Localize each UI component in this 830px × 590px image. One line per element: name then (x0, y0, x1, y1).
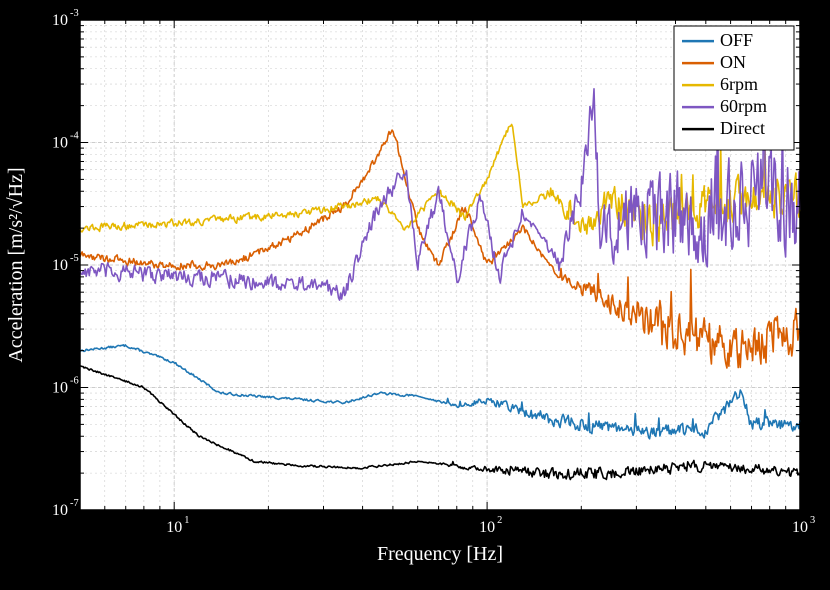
svg-text:-5: -5 (70, 253, 79, 264)
svg-text:3: 3 (810, 515, 815, 526)
legend-item-6rpm: 6rpm (720, 74, 758, 94)
svg-text:-3: -3 (70, 8, 79, 19)
svg-text:-7: -7 (70, 498, 79, 509)
svg-text:10: 10 (52, 257, 68, 274)
svg-text:10: 10 (479, 519, 495, 536)
svg-text:10: 10 (52, 135, 68, 152)
svg-text:-6: -6 (70, 376, 79, 387)
legend-item-OFF: OFF (720, 30, 753, 50)
svg-text:10: 10 (52, 380, 68, 397)
legend-item-60rpm: 60rpm (720, 96, 767, 116)
x-axis-label: Frequency [Hz] (377, 543, 503, 565)
svg-text:1: 1 (184, 515, 189, 526)
legend-item-ON: ON (720, 52, 746, 72)
svg-text:10: 10 (792, 519, 808, 536)
legend: OFFON6rpm60rpmDirect (674, 26, 794, 150)
svg-text:10: 10 (52, 502, 68, 519)
svg-text:-4: -4 (70, 131, 79, 142)
svg-text:2: 2 (497, 515, 502, 526)
svg-text:10: 10 (52, 12, 68, 29)
svg-text:10: 10 (166, 519, 182, 536)
chart-svg: 10110210310-710-610-510-410-3Frequency [… (0, 0, 830, 590)
legend-item-Direct: Direct (720, 118, 765, 138)
spectrum-chart: 10110210310-710-610-510-410-3Frequency [… (0, 0, 830, 590)
y-axis-label: Acceleration [m/s²/√Hz] (5, 167, 27, 362)
